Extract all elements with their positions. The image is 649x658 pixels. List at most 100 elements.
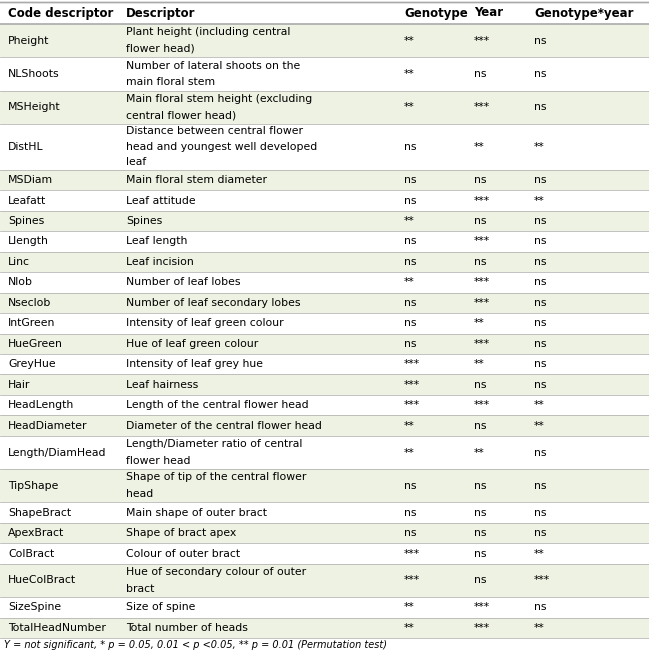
Text: ***: *** xyxy=(474,278,490,288)
Text: **: ** xyxy=(474,142,485,152)
Text: SizeSpine: SizeSpine xyxy=(8,602,61,613)
Text: ns: ns xyxy=(404,195,417,205)
Text: **: ** xyxy=(534,420,545,430)
Bar xyxy=(0,293,649,313)
Text: TotalHeadNumber: TotalHeadNumber xyxy=(8,622,106,633)
Text: Y = not significant, * p = 0.05, 0.01 < p <0.05, ** p = 0.01 (Permutation test): Y = not significant, * p = 0.05, 0.01 < … xyxy=(4,640,387,650)
Text: Leafatt: Leafatt xyxy=(8,195,46,205)
Text: ***: *** xyxy=(474,298,490,308)
Text: ***: *** xyxy=(474,622,490,633)
Text: ***: *** xyxy=(474,400,490,410)
Text: ***: *** xyxy=(404,359,420,369)
Text: Number of leaf lobes: Number of leaf lobes xyxy=(126,278,241,288)
Text: **: ** xyxy=(404,36,415,45)
Text: HeadDiameter: HeadDiameter xyxy=(8,420,88,430)
Text: head and youngest well developed: head and youngest well developed xyxy=(126,142,317,152)
Text: Nseclob: Nseclob xyxy=(8,298,51,308)
Bar xyxy=(0,395,649,415)
Text: ns: ns xyxy=(534,298,546,308)
Text: **: ** xyxy=(474,447,485,457)
Text: ns: ns xyxy=(534,36,546,45)
Text: Intensity of leaf grey hue: Intensity of leaf grey hue xyxy=(126,359,263,369)
Text: ns: ns xyxy=(404,236,417,247)
Text: Number of lateral shoots on the: Number of lateral shoots on the xyxy=(126,61,300,70)
Text: Intensity of leaf green colour: Intensity of leaf green colour xyxy=(126,318,284,328)
Text: ns: ns xyxy=(534,339,546,349)
Text: **: ** xyxy=(404,216,415,226)
Text: Plant height (including central: Plant height (including central xyxy=(126,28,290,38)
Text: **: ** xyxy=(534,622,545,633)
Bar xyxy=(0,503,649,523)
Text: ns: ns xyxy=(404,175,417,185)
Text: **: ** xyxy=(404,447,415,457)
Text: ns: ns xyxy=(534,507,546,518)
Text: ns: ns xyxy=(534,216,546,226)
Text: ns: ns xyxy=(474,528,487,538)
Text: Size of spine: Size of spine xyxy=(126,602,195,613)
Bar xyxy=(0,618,649,638)
Text: flower head): flower head) xyxy=(126,44,195,54)
Text: ns: ns xyxy=(474,481,487,491)
Text: ***: *** xyxy=(404,380,420,390)
Text: Leaf attitude: Leaf attitude xyxy=(126,195,195,205)
Text: ColBract: ColBract xyxy=(8,549,55,559)
Text: **: ** xyxy=(474,359,485,369)
Bar xyxy=(0,415,649,436)
Text: ns: ns xyxy=(474,216,487,226)
Text: ns: ns xyxy=(474,549,487,559)
Text: ns: ns xyxy=(474,69,487,79)
Text: ns: ns xyxy=(534,69,546,79)
Text: ns: ns xyxy=(534,447,546,457)
Text: Hue of secondary colour of outer: Hue of secondary colour of outer xyxy=(126,567,306,577)
Text: **: ** xyxy=(404,622,415,633)
Text: ns: ns xyxy=(404,142,417,152)
Text: **: ** xyxy=(534,549,545,559)
Text: Diameter of the central flower head: Diameter of the central flower head xyxy=(126,420,322,430)
Text: **: ** xyxy=(534,142,545,152)
Text: ns: ns xyxy=(474,380,487,390)
Text: **: ** xyxy=(474,318,485,328)
Text: Length/Diameter ratio of central: Length/Diameter ratio of central xyxy=(126,439,302,449)
Text: Shape of bract apex: Shape of bract apex xyxy=(126,528,236,538)
Text: ns: ns xyxy=(474,576,487,586)
Bar xyxy=(0,91,649,124)
Bar xyxy=(0,190,649,211)
Text: Linc: Linc xyxy=(8,257,30,267)
Bar xyxy=(0,564,649,597)
Text: Total number of heads: Total number of heads xyxy=(126,622,248,633)
Text: HeadLength: HeadLength xyxy=(8,400,74,410)
Text: ***: *** xyxy=(404,549,420,559)
Text: Leaf hairness: Leaf hairness xyxy=(126,380,198,390)
Text: ***: *** xyxy=(474,36,490,45)
Text: ns: ns xyxy=(404,528,417,538)
Text: ns: ns xyxy=(534,481,546,491)
Text: Spines: Spines xyxy=(126,216,162,226)
Text: DistHL: DistHL xyxy=(8,142,43,152)
Text: Leaf length: Leaf length xyxy=(126,236,188,247)
Text: Year: Year xyxy=(474,7,503,20)
Bar xyxy=(0,24,649,57)
Text: ns: ns xyxy=(534,318,546,328)
Text: **: ** xyxy=(404,278,415,288)
Text: Leaf incision: Leaf incision xyxy=(126,257,194,267)
Text: ns: ns xyxy=(474,175,487,185)
Text: Main floral stem height (excluding: Main floral stem height (excluding xyxy=(126,94,312,104)
Bar xyxy=(0,313,649,334)
Bar xyxy=(0,2,649,24)
Text: Code descriptor: Code descriptor xyxy=(8,7,114,20)
Text: **: ** xyxy=(534,400,545,410)
Text: ***: *** xyxy=(404,576,420,586)
Bar xyxy=(0,252,649,272)
Text: Llength: Llength xyxy=(8,236,49,247)
Text: Length of the central flower head: Length of the central flower head xyxy=(126,400,309,410)
Text: ns: ns xyxy=(404,257,417,267)
Text: Distance between central flower: Distance between central flower xyxy=(126,126,303,136)
Text: Genotype: Genotype xyxy=(404,7,468,20)
Bar xyxy=(0,597,649,618)
Text: head: head xyxy=(126,489,153,499)
Text: **: ** xyxy=(534,195,545,205)
Text: ns: ns xyxy=(404,298,417,308)
Text: MSDiam: MSDiam xyxy=(8,175,53,185)
Text: flower head: flower head xyxy=(126,456,191,466)
Bar xyxy=(0,231,649,252)
